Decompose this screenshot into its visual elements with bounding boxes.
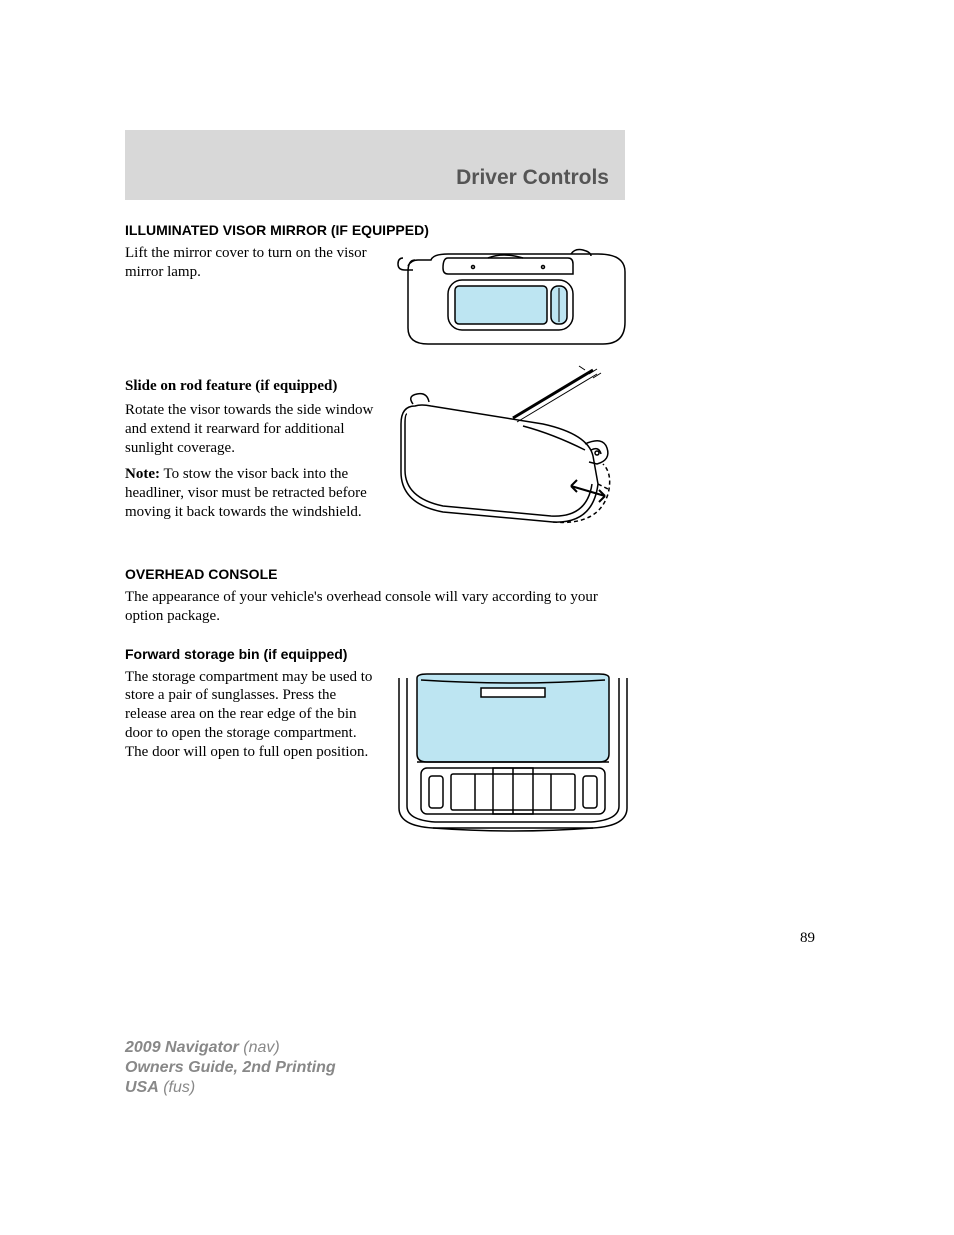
slide-on-rod-diagram [393,364,633,544]
text-visor-mirror: Lift the mirror cover to turn on the vis… [125,244,375,282]
heading-illuminated-visor: ILLUMINATED VISOR MIRROR (IF EQUIPPED) [125,222,825,238]
heading-slide-on-rod: Slide on rod feature (if equipped) [125,378,375,395]
note-body: To stow the visor back into the headline… [125,466,367,520]
footer-line-1: 2009 Navigator (nav) [125,1038,336,1058]
row-slide-on-rod: Slide on rod feature (if equipped) Rotat… [125,364,825,544]
text-slide-rod-note: Note: To stow the visor back into the he… [125,465,375,521]
footer: 2009 Navigator (nav) Owners Guide, 2nd P… [125,1038,336,1098]
row-forward-storage: The storage compartment may be used to s… [125,668,825,838]
header-bar: Driver Controls [125,130,625,200]
page-number: 89 [800,930,815,947]
footer-line-2: Owners Guide, 2nd Printing [125,1058,336,1078]
text-slide-rod-body: Rotate the visor towards the side window… [125,401,375,457]
row-visor-mirror: Lift the mirror cover to turn on the vis… [125,244,825,354]
note-label: Note: [125,466,160,482]
text-overhead-console: The appearance of your vehicle's overhea… [125,588,625,626]
text-forward-storage: The storage compartment may be used to s… [125,668,375,762]
heading-overhead-console: OVERHEAD CONSOLE [125,566,825,582]
page-content: Driver Controls ILLUMINATED VISOR MIRROR… [125,130,825,838]
overhead-console-diagram [393,668,633,838]
heading-forward-storage: Forward storage bin (if equipped) [125,646,825,662]
visor-mirror-diagram [393,244,633,354]
figure-overhead-console [393,668,825,838]
footer-line-3: USA (fus) [125,1078,336,1098]
figure-slide-on-rod [393,364,825,544]
figure-visor-mirror [393,244,825,354]
section-title: Driver Controls [456,166,609,190]
